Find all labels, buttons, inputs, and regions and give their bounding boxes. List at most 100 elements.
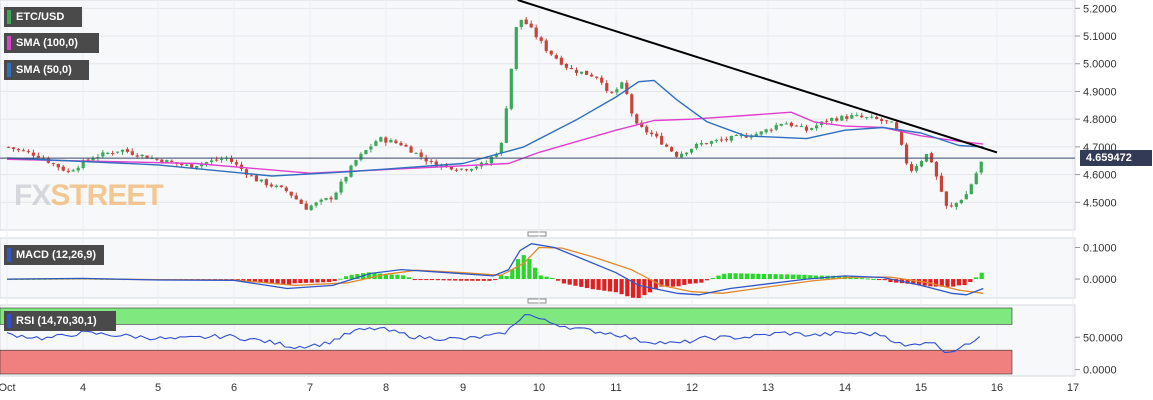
candle-down (464, 169, 469, 171)
candle-down (835, 118, 839, 121)
candle-up (714, 139, 718, 141)
macd-histogram-bar (441, 279, 446, 281)
candle-up (799, 126, 804, 128)
candle-down (939, 175, 944, 192)
macd-histogram-bar (264, 279, 269, 283)
candle-down (170, 160, 174, 163)
macd-histogram-bar (476, 279, 481, 281)
candle-down (434, 161, 438, 167)
candle-down (56, 163, 60, 168)
macd-histogram-bar (435, 279, 440, 281)
rsi-panel-label[interactable]: RSI (14,70,30,1) (4, 311, 116, 331)
candle-up (855, 115, 859, 117)
macd-histogram-bar (727, 273, 732, 280)
splitter-handle (527, 298, 547, 304)
x-tick-label: 8 (383, 382, 389, 394)
macd-histogram-bar (939, 279, 944, 287)
macd-histogram-bar (945, 279, 950, 287)
price-tick-label: 5.2000 (1083, 3, 1117, 15)
macd-histogram-bar (877, 279, 882, 281)
candle-up (739, 135, 743, 137)
macd-histogram-bar (321, 279, 326, 283)
macd-histogram-bar (659, 279, 664, 287)
candle-up (734, 135, 738, 137)
candle-down (190, 164, 194, 168)
macd-histogram-bar (235, 279, 240, 281)
price-panel-label[interactable]: ETC/USD (4, 7, 82, 27)
candle-up (519, 19, 523, 28)
macd-histogram-bar (453, 279, 458, 281)
candle-up (749, 136, 753, 138)
candle-up (499, 142, 503, 154)
candle-up (195, 166, 199, 168)
macd-histogram-bar (905, 279, 910, 284)
macd-histogram-bar (372, 272, 377, 280)
macd-histogram-bar (773, 274, 778, 280)
candle-up (809, 128, 814, 130)
candle-down (160, 159, 164, 163)
candle-down (645, 126, 649, 133)
candle-up (259, 179, 263, 182)
macd-histogram-bar (424, 279, 429, 281)
candle-down (554, 55, 558, 59)
macd-histogram-bar (911, 279, 916, 285)
macd-histogram-bar (956, 279, 961, 286)
sma50-legend[interactable]: SMA (50,0) (4, 60, 89, 80)
candle-up (620, 82, 624, 89)
candle-down (31, 152, 36, 156)
last-price-tag: 4.659472 (1080, 150, 1152, 167)
splitter-handle (527, 231, 547, 237)
candle-up (514, 27, 518, 69)
candle-up (759, 131, 763, 135)
candle-down (26, 151, 31, 153)
macd-histogram-bar (665, 279, 670, 287)
candle-down (625, 82, 629, 94)
macd-panel-label[interactable]: MACD (12,26,9) (4, 245, 104, 265)
macd-histogram-bar (521, 255, 526, 280)
macd-histogram-bar (269, 279, 274, 284)
candle-down (549, 50, 553, 55)
price-tick-label: 5.1000 (1083, 31, 1117, 43)
macd-histogram-bar (247, 279, 252, 282)
macd-histogram-bar (979, 272, 984, 280)
macd-histogram-bar (292, 279, 297, 284)
candle-up (494, 153, 498, 157)
candle-down (254, 175, 259, 182)
x-tick-label: 13 (762, 382, 774, 394)
candle-up (840, 115, 844, 121)
candle-down (155, 158, 159, 160)
macd-histogram-bar (418, 279, 423, 281)
watermark-part1: FX (14, 179, 51, 212)
candle-down (744, 135, 748, 138)
macd-histogram-bar (538, 275, 543, 280)
candle-down (279, 185, 283, 188)
candle-down (424, 157, 428, 162)
macd-panel-bg (0, 237, 1076, 299)
macd-histogram-bar (676, 279, 681, 287)
macd-histogram-bar (281, 279, 286, 285)
axis-labels: 4.50004.60004.70004.80004.90005.00005.10… (0, 3, 1123, 394)
macd-histogram-bar (813, 275, 819, 280)
price-panel-bg (0, 0, 1076, 231)
sma100-legend[interactable]: SMA (100,0) (4, 33, 99, 53)
macd-histogram-bar (934, 279, 939, 287)
candle-down (86, 159, 90, 161)
macd-histogram-bar (722, 273, 727, 280)
macd-histogram-bar (739, 273, 744, 280)
candle-up (754, 133, 758, 137)
candle-down (660, 135, 664, 145)
macd-histogram-bar (579, 279, 584, 287)
candle-up (91, 158, 95, 161)
candle-down (419, 152, 423, 157)
macd-histogram-bar (401, 275, 406, 280)
price-tick-label: 5.0000 (1083, 59, 1117, 71)
fxstreet-watermark: FXSTREET (14, 179, 164, 213)
macd-histogram-bar (744, 273, 750, 280)
candle-up (334, 192, 338, 200)
candle-down (135, 155, 139, 157)
macd-histogram-bar (705, 279, 710, 281)
candle-up (784, 123, 788, 125)
candle-down (880, 119, 884, 122)
candle-up (185, 164, 189, 166)
macd-histogram-bar (309, 279, 314, 283)
